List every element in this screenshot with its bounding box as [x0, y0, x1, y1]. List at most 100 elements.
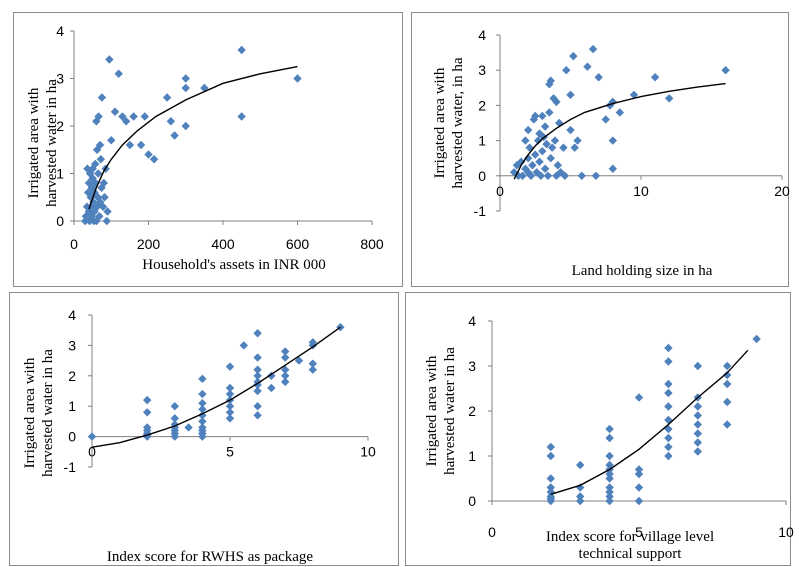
data-point	[553, 161, 563, 170]
data-point	[583, 62, 592, 71]
data-point	[569, 51, 578, 61]
data-point	[538, 111, 547, 121]
y-tick-label: 4	[478, 27, 486, 43]
data-point	[143, 408, 152, 417]
data-point	[664, 442, 673, 452]
data-point	[605, 496, 614, 506]
data-point	[105, 55, 114, 64]
data-point	[550, 136, 560, 145]
data-point	[723, 420, 732, 429]
data-point	[540, 122, 550, 131]
y-tick-label: 2	[56, 118, 64, 134]
data-point	[281, 353, 290, 362]
data-point	[95, 197, 105, 207]
data-point	[198, 398, 207, 408]
y-tick-label: 0	[56, 213, 64, 229]
data-point	[693, 411, 702, 420]
data-point	[253, 371, 262, 380]
data-point	[239, 341, 248, 350]
y-tick-label: 2	[68, 368, 76, 384]
trend-line	[550, 349, 749, 495]
data-point	[253, 329, 262, 338]
data-point	[525, 143, 534, 152]
data-point	[573, 136, 582, 145]
data-point	[664, 415, 673, 425]
data-point	[149, 155, 159, 164]
y-axis-label: Irrigated area with	[26, 87, 42, 198]
data-point	[98, 202, 108, 211]
data-point	[281, 371, 290, 380]
x-tick-label: 5	[226, 444, 234, 460]
data-point	[693, 447, 702, 456]
y-tick-label: 2	[478, 97, 486, 113]
data-point	[253, 353, 262, 362]
data-point	[608, 136, 617, 145]
data-point	[693, 420, 702, 429]
x-tick-label: 600	[286, 236, 310, 252]
data-point	[80, 216, 90, 226]
data-point	[200, 83, 209, 93]
data-point	[198, 417, 207, 426]
data-point	[546, 451, 555, 461]
data-point	[107, 136, 116, 145]
data-point	[91, 178, 100, 188]
trend-line	[513, 82, 726, 180]
x-tick-label: 0	[70, 236, 78, 252]
data-point	[665, 94, 674, 103]
data-point	[531, 150, 540, 159]
data-point	[100, 193, 109, 202]
data-point	[267, 383, 276, 393]
data-point	[87, 432, 97, 441]
data-point	[97, 93, 107, 102]
x-tick-label: 20	[774, 183, 790, 199]
x-axis-label: technical support	[579, 546, 683, 562]
chart-rwhs-package: -1 0 1 2 3 4 0 5 10 Index score for RWHS as packa…	[22, 307, 376, 565]
data-point	[538, 146, 547, 156]
x-tick-label: 200	[137, 236, 161, 252]
data-point	[570, 143, 579, 152]
x-tick-label: 0	[488, 524, 496, 540]
data-point	[546, 154, 555, 163]
data-point	[545, 108, 554, 117]
x-tick-label: 5	[635, 524, 643, 540]
y-tick-label: 1	[478, 133, 486, 149]
data-point	[605, 424, 614, 434]
data-point	[184, 423, 193, 432]
data-point	[225, 414, 235, 423]
y-tick-label: 3	[468, 358, 476, 374]
y-axis-label: harvested water in ha	[40, 349, 56, 477]
data-point	[634, 496, 644, 506]
chart-panel-landholding: -1 0 1 2 3 4 0 10 20 Land holding size in ha Irrig…	[411, 12, 790, 287]
data-point	[576, 460, 585, 470]
data-point	[86, 202, 96, 211]
data-point	[253, 402, 262, 411]
trend-line	[91, 326, 341, 448]
data-point	[94, 112, 103, 121]
data-point	[521, 136, 530, 145]
data-point	[605, 474, 614, 483]
data-point	[664, 343, 673, 353]
y-axis-label: harvested water in ha	[442, 347, 458, 475]
data-point	[198, 374, 207, 384]
data-point	[634, 483, 644, 492]
data-point	[308, 359, 317, 368]
data-point	[170, 131, 179, 140]
data-point	[181, 121, 190, 131]
data-point	[85, 169, 95, 178]
data-point	[559, 143, 568, 152]
y-tick-label: 0	[468, 493, 476, 509]
chart-panel-rwhs-package: -1 0 1 2 3 4 0 5 10 Index score for RWHS as packa…	[9, 292, 399, 566]
data-point	[601, 115, 610, 124]
data-point	[608, 164, 617, 173]
data-point	[615, 108, 625, 117]
data-point	[225, 408, 235, 417]
data-point	[546, 442, 555, 452]
data-point	[308, 365, 317, 374]
y-axis-label: Irrigated area with	[22, 357, 38, 468]
data-point	[118, 112, 127, 121]
data-point	[225, 383, 235, 393]
x-tick-label: 800	[360, 236, 384, 252]
data-point	[140, 112, 149, 121]
data-point	[92, 145, 102, 154]
data-point	[521, 164, 530, 173]
